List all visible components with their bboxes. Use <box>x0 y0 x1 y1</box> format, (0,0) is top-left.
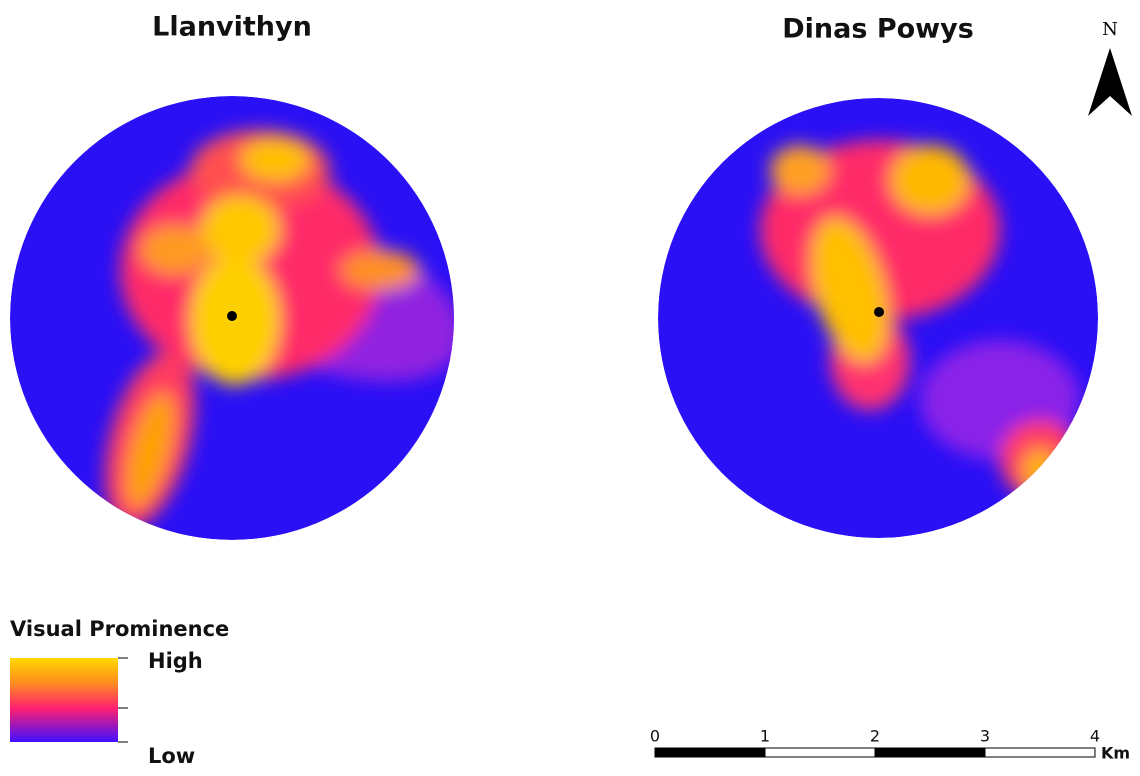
scale-label: 1 <box>760 727 770 746</box>
scale-bar: 0 1 2 3 4Km <box>650 727 1130 763</box>
scale-segment <box>874 747 986 758</box>
scale-segment <box>654 747 766 758</box>
scale-label: 2 <box>870 727 880 746</box>
legend-title: Visual Prominence <box>10 617 229 641</box>
north-arrow <box>1088 48 1132 116</box>
legend-high: High <box>148 649 203 673</box>
scale-label: 3 <box>980 727 990 746</box>
scale-label: 4 <box>1090 727 1100 746</box>
map-title: Dinas Powys <box>782 14 974 45</box>
legend-low: Low <box>148 744 195 768</box>
prominence-map <box>10 96 454 540</box>
north-label: N <box>1102 19 1118 40</box>
prominence-map <box>658 98 1098 538</box>
site-marker <box>227 311 237 321</box>
scale-unit: Km <box>1101 744 1130 763</box>
site-marker <box>874 307 884 317</box>
scale-segment <box>764 747 876 758</box>
scale-segment <box>984 747 1096 758</box>
legend-gradient <box>10 658 118 742</box>
scale-label: 0 <box>650 727 660 746</box>
map-title: Llanvithyn <box>152 12 312 43</box>
